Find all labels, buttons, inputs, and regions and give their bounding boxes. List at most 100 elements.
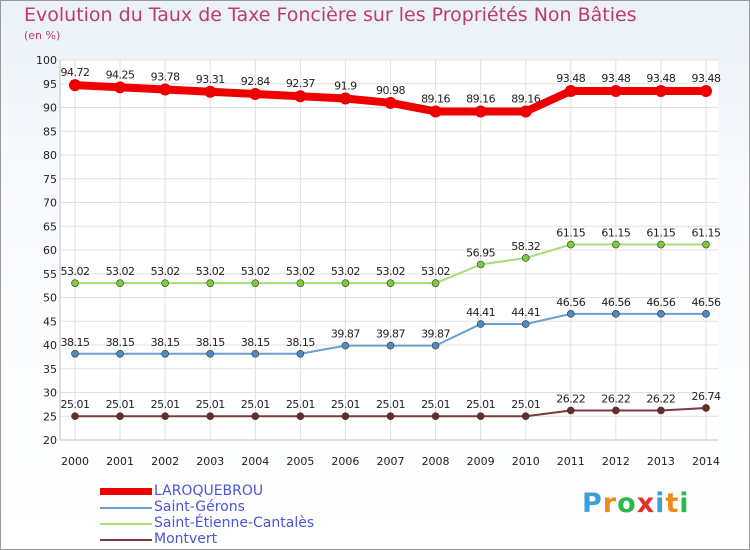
data-label-saint-gerons: 39.87: [421, 328, 450, 341]
y-tick-label: 80: [43, 149, 57, 162]
data-point-laroquebrou: [474, 105, 487, 118]
data-point-saint-etienne-cantales: [431, 279, 440, 287]
data-point-saint-etienne-cantales: [566, 240, 575, 249]
data-label-laroquebrou: 94.25: [106, 68, 135, 81]
data-point-saint-gerons: [431, 341, 440, 350]
data-point-saint-etienne-cantales: [251, 279, 260, 287]
data-point-saint-gerons: [566, 310, 575, 318]
logo-letter: o: [617, 488, 637, 519]
data-point-laroquebrou: [249, 88, 262, 101]
data-point-montvert: [386, 412, 395, 421]
x-tick-label: 2014: [692, 455, 720, 468]
y-tick-label: 35: [43, 363, 57, 376]
x-tick-label: 2003: [196, 455, 224, 468]
data-label-saint-etienne-cantales: 61.15: [692, 227, 721, 240]
data-point-saint-etienne-cantales: [206, 279, 215, 287]
y-tick-label: 20: [43, 434, 57, 447]
data-label-saint-gerons: 38.15: [151, 336, 180, 349]
data-label-laroquebrou: 93.78: [151, 71, 180, 84]
x-tick-label: 2004: [241, 455, 269, 468]
data-label-montvert: 25.01: [286, 398, 315, 411]
data-label-laroquebrou: 93.48: [556, 72, 585, 85]
data-label-saint-gerons: 44.41: [511, 306, 540, 319]
data-point-saint-gerons: [161, 349, 169, 358]
data-point-saint-gerons: [386, 341, 395, 350]
data-label-montvert: 25.01: [421, 398, 450, 411]
data-label-saint-gerons: 38.15: [286, 336, 315, 349]
data-label-laroquebrou: 93.48: [646, 72, 675, 85]
data-label-saint-gerons: 46.56: [646, 296, 675, 309]
data-point-montvert: [521, 412, 530, 421]
data-label-saint-gerons: 38.15: [241, 336, 270, 349]
data-point-laroquebrou: [519, 105, 532, 118]
x-tick-label: 2011: [557, 455, 585, 468]
data-point-montvert: [476, 412, 485, 421]
y-tick-label: 100: [36, 54, 57, 67]
y-tick-label: 30: [43, 387, 57, 400]
x-tick-label: 2010: [512, 455, 540, 468]
data-point-laroquebrou: [429, 105, 442, 118]
data-point-laroquebrou: [700, 84, 712, 97]
data-label-saint-gerons: 44.41: [466, 306, 495, 319]
data-point-montvert: [206, 412, 215, 421]
data-label-laroquebrou: 93.48: [692, 72, 721, 85]
logo-letter: i: [679, 488, 690, 519]
data-point-montvert: [71, 412, 79, 421]
y-tick-label: 60: [43, 244, 57, 257]
data-point-montvert: [161, 412, 169, 421]
data-point-montvert: [566, 406, 575, 415]
legend-label-montvert: Montvert: [154, 531, 218, 547]
data-point-laroquebrou: [564, 84, 577, 97]
data-label-saint-etienne-cantales: 53.02: [286, 265, 315, 278]
unit-label: (en %): [24, 29, 61, 42]
data-point-laroquebrou: [609, 84, 622, 97]
logo-letter: i: [655, 488, 666, 519]
data-point-saint-etienne-cantales: [702, 240, 710, 249]
y-tick-label: 75: [43, 173, 57, 186]
data-point-saint-gerons: [521, 320, 530, 328]
y-tick-label: 90: [43, 102, 57, 115]
data-label-montvert: 25.01: [331, 398, 360, 411]
data-label-saint-gerons: 38.15: [196, 336, 225, 349]
data-point-saint-gerons: [116, 349, 124, 358]
data-label-montvert: 26.22: [601, 392, 630, 405]
data-point-saint-gerons: [702, 310, 710, 318]
data-point-montvert: [251, 412, 260, 421]
y-tick-label: 85: [43, 125, 57, 138]
data-label-montvert: 25.01: [151, 398, 180, 411]
data-label-montvert: 26.74: [692, 390, 721, 403]
data-point-saint-etienne-cantales: [476, 260, 485, 269]
data-label-saint-etienne-cantales: 53.02: [196, 265, 225, 278]
x-tick-label: 2005: [286, 455, 314, 468]
data-point-saint-etienne-cantales: [341, 279, 350, 287]
chart-title: Evolution du Taux de Taxe Foncière sur l…: [24, 4, 637, 26]
data-label-saint-etienne-cantales: 53.02: [331, 265, 360, 278]
data-point-laroquebrou: [339, 92, 352, 105]
data-label-laroquebrou: 93.48: [601, 72, 630, 85]
x-tick-label: 2001: [106, 455, 134, 468]
data-label-montvert: 25.01: [241, 398, 270, 411]
x-tick-label: 2009: [467, 455, 495, 468]
data-point-saint-gerons: [251, 349, 260, 358]
data-point-montvert: [341, 412, 350, 421]
legend-swatch-laroquebrou: [100, 488, 152, 495]
data-label-saint-gerons: 46.56: [692, 296, 721, 309]
data-label-saint-etienne-cantales: 61.15: [646, 227, 675, 240]
data-label-montvert: 25.01: [106, 398, 135, 411]
data-point-saint-etienne-cantales: [296, 279, 305, 287]
data-label-laroquebrou: 91.9: [334, 79, 357, 92]
logo-letter: r: [602, 488, 618, 519]
data-label-saint-gerons: 39.87: [376, 328, 405, 341]
data-point-saint-etienne-cantales: [161, 279, 169, 287]
data-label-saint-etienne-cantales: 56.95: [466, 246, 495, 259]
data-label-laroquebrou: 90.98: [376, 84, 405, 97]
proxiti-logo: Proxiti: [582, 488, 690, 519]
data-point-saint-gerons: [657, 310, 665, 318]
x-tick-label: 2008: [422, 455, 450, 468]
x-tick-label: 2012: [602, 455, 630, 468]
data-label-laroquebrou: 89.16: [421, 92, 450, 105]
logo-letter: t: [665, 488, 680, 519]
data-label-montvert: 25.01: [511, 398, 540, 411]
y-tick-label: 70: [43, 197, 57, 210]
data-point-laroquebrou: [159, 83, 172, 96]
